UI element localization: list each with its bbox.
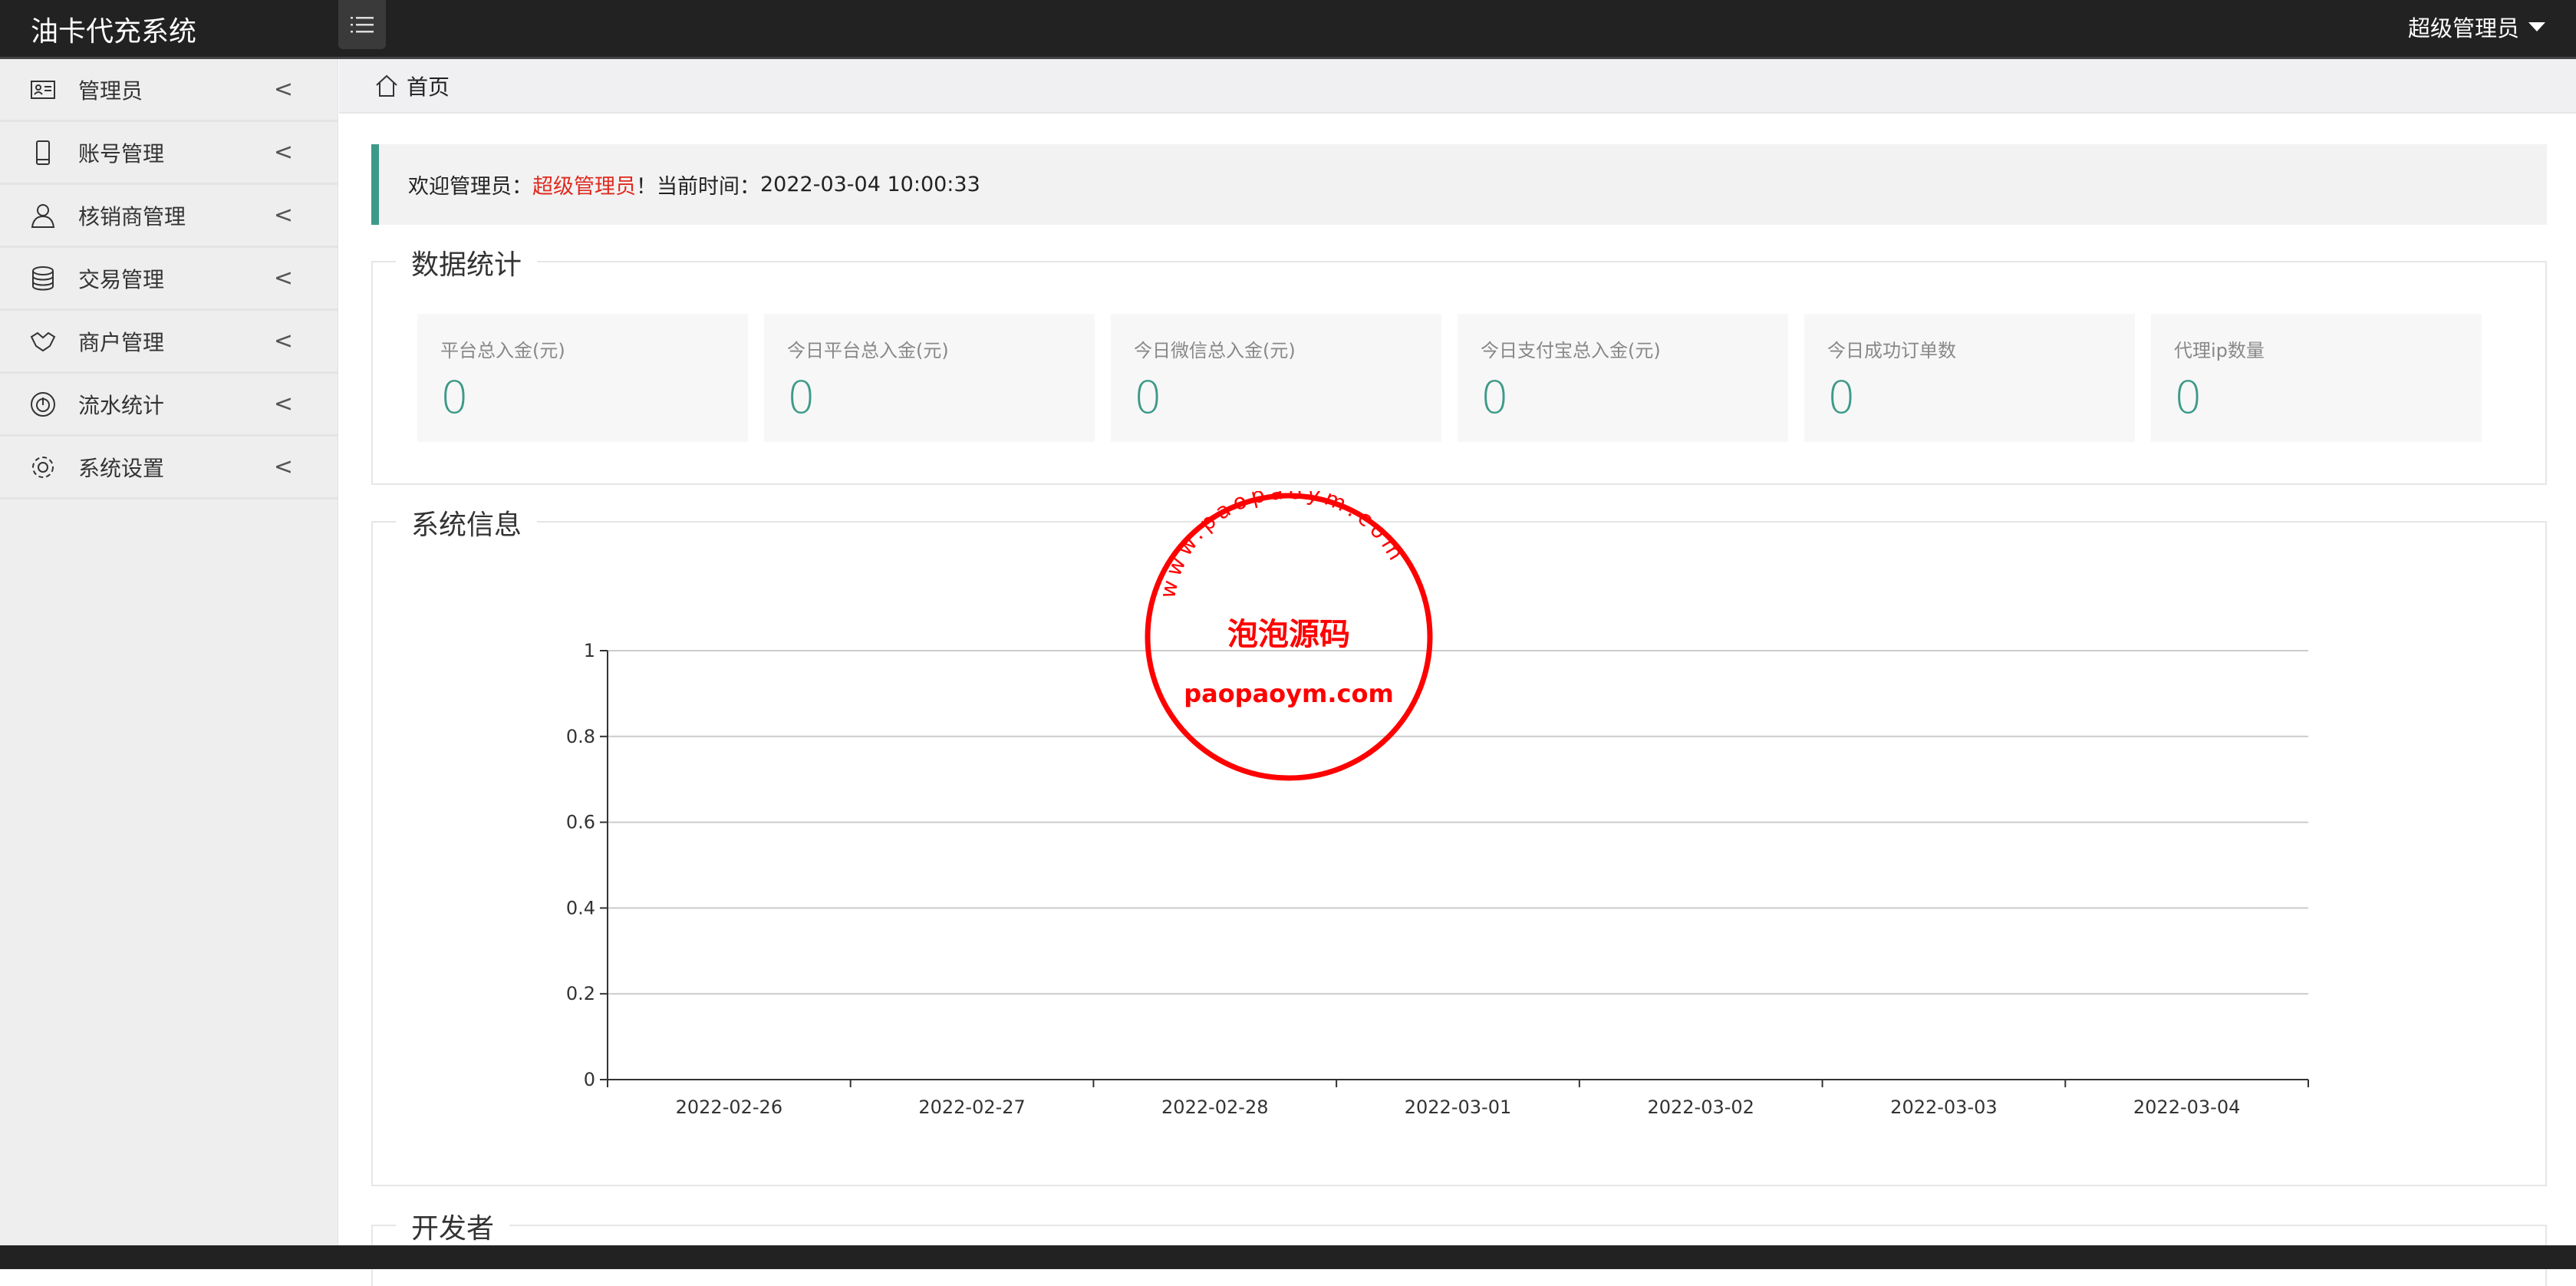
stat-label: 代理ip数量 [2174,340,2265,361]
stat-value: 0 [440,371,469,424]
developer-title: 开发者 [396,1206,510,1246]
stat-card: 代理ip数量 0 [2151,314,2482,442]
app-title: 油卡代充系统 [31,16,197,48]
top-bar: 油卡代充系统 超级管理员 [0,0,2576,59]
welcome-time-label: ！当前时间： [636,175,760,199]
sidebar-item-2[interactable]: 核销商管理 < [0,185,338,248]
stat-value: 0 [1827,371,1856,424]
x-tick-label: 2022-02-26 [676,1096,782,1118]
list-icon [351,17,374,33]
x-tick-label: 2022-03-01 [1405,1096,1511,1118]
stat-label: 今日平台总入金(元) [787,340,949,361]
sidebar-item-5[interactable]: 流水统计 < [0,374,338,437]
x-tick-label: 2022-02-28 [1161,1096,1268,1118]
welcome-banner: 欢迎管理员： 超级管理员 ！当前时间： 2022-03-04 10:00:33 [371,144,2547,225]
phone-icon [36,140,50,165]
user-name: 超级管理员 [2407,15,2519,41]
id-card-icon [31,80,55,99]
stamp-domain: paopaoym.com [1184,679,1394,708]
stat-label: 今日成功订单数 [1827,340,1956,361]
y-tick-label: 0.8 [566,726,595,747]
y-tick-label: 0.2 [566,983,595,1004]
x-tick-label: 2022-03-02 [1647,1096,1754,1118]
current-time: 2022-03-04 10:00:33 [760,173,980,196]
sidebar-item-0[interactable]: 管理员 < [0,59,338,122]
sidebar-item-label: 流水统计 [78,392,165,418]
stat-label: 平台总入金(元) [440,340,565,361]
stat-card: 今日平台总入金(元) 0 [764,314,1095,442]
stats-panel: 数据统计 平台总入金(元) 0 今日平台总入金(元) 0 今日微信总入金(元) 0 今日支付… [371,242,2547,485]
stat-card: 今日支付宝总入金(元) 0 [1458,314,1788,442]
system-info-panel: 系统信息 [371,503,2547,1186]
chevron-left-icon: < [273,76,293,103]
sidebar-item-4[interactable]: 商户管理 < [0,311,338,374]
welcome-user: 超级管理员 [532,175,636,199]
chevron-left-icon: < [273,139,293,166]
stat-label: 今日支付宝总入金(元) [1481,340,1661,361]
handshake-icon [30,331,56,351]
developer-panel: 开发者 [371,1206,2547,1286]
caret-down-icon [2528,22,2545,31]
x-tick-label: 2022-03-04 [2133,1096,2240,1118]
user-menu[interactable]: 超级管理员 [2408,11,2545,43]
gauge-icon [31,391,55,417]
sidebar-item-label: 交易管理 [78,266,165,292]
user-icon [31,203,55,228]
system-info-title: 系统信息 [396,503,538,542]
stat-label: 今日微信总入金(元) [1134,340,1296,361]
sidebar-item-label: 核销商管理 [78,203,186,229]
sidebar-item-label: 商户管理 [78,329,165,355]
stat-card: 平台总入金(元) 0 [417,314,748,442]
home-icon [376,74,397,97]
stats-title: 数据统计 [396,242,538,282]
sidebar-item-label: 管理员 [78,77,143,104]
x-tick-label: 2022-03-03 [1890,1096,1997,1118]
menu-toggle-button[interactable] [338,0,386,49]
stamp-title: 泡泡源码 [1227,617,1350,652]
stat-card: 今日微信总入金(元) 0 [1111,314,1441,442]
y-tick-label: 1 [584,640,595,661]
breadcrumb: 首页 [339,59,2576,114]
database-icon [32,265,54,290]
chevron-left-icon: < [273,265,293,292]
sidebar-item-label: 系统设置 [78,455,165,481]
sidebar-item-1[interactable]: 账号管理 < [0,122,338,185]
stat-value: 0 [787,371,815,424]
chevron-left-icon: < [273,391,293,417]
stat-value: 0 [1481,371,1509,424]
sidebar-item-6[interactable]: 系统设置 < [0,437,338,500]
sidebar-item-3[interactable]: 交易管理 < [0,248,338,311]
chevron-left-icon: < [273,202,293,229]
svg-text:www.paopaoym.com: www.paopaoym.com [1155,491,1411,601]
stat-value: 0 [1134,371,1162,424]
sidebar-item-label: 账号管理 [78,140,165,167]
watermark-stamp: www.paopaoym.com 泡泡源码 paopaoym.com [1145,491,1433,781]
chevron-left-icon: < [273,328,293,354]
breadcrumb-home[interactable]: 首页 [407,74,450,100]
chart: 0 0.2 0.4 0.6 0.8 1 2022-02-26 2022-02-27 2022-0… [566,640,2309,1118]
y-tick-label: 0.4 [566,897,595,918]
sidebar: 管理员 < 账号管理 < 核销商管理 < 交易管理 < 商户管理 < 流水统计 < 系统设置 < [0,59,338,1245]
y-tick-label: 0 [584,1069,595,1090]
stamp-url-arc: www.paopaoym.com [1155,491,1406,601]
chevron-left-icon: < [273,453,293,480]
bottom-bar [0,1245,2576,1269]
y-tick-label: 0.6 [566,812,595,833]
gear-icon [32,456,54,478]
welcome-prefix: 欢迎管理员： [408,175,532,199]
x-tick-label: 2022-02-27 [918,1096,1025,1118]
stat-card: 今日成功订单数 0 [1804,314,2135,442]
stat-value: 0 [2174,371,2202,424]
